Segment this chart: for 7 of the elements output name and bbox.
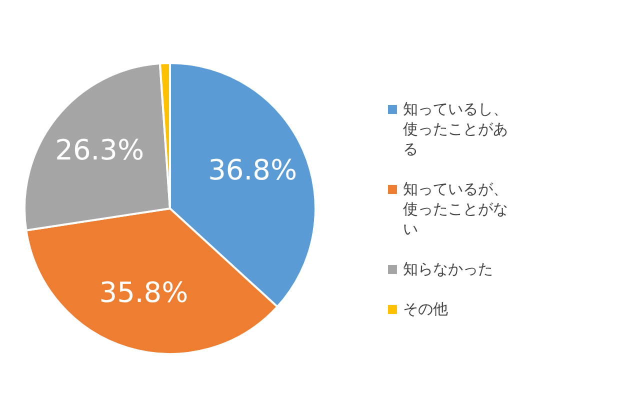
legend-label: 知っているし、使ったことがある: [403, 98, 509, 158]
legend-label: その他: [403, 298, 449, 318]
legend-label: 知らなかった: [403, 258, 494, 278]
legend-label: 知っているが、使ったことがない: [403, 178, 509, 238]
data-label: 26.3%: [55, 133, 144, 166]
data-label: 36.8%: [208, 153, 298, 186]
data-label: 35.8%: [99, 276, 188, 310]
